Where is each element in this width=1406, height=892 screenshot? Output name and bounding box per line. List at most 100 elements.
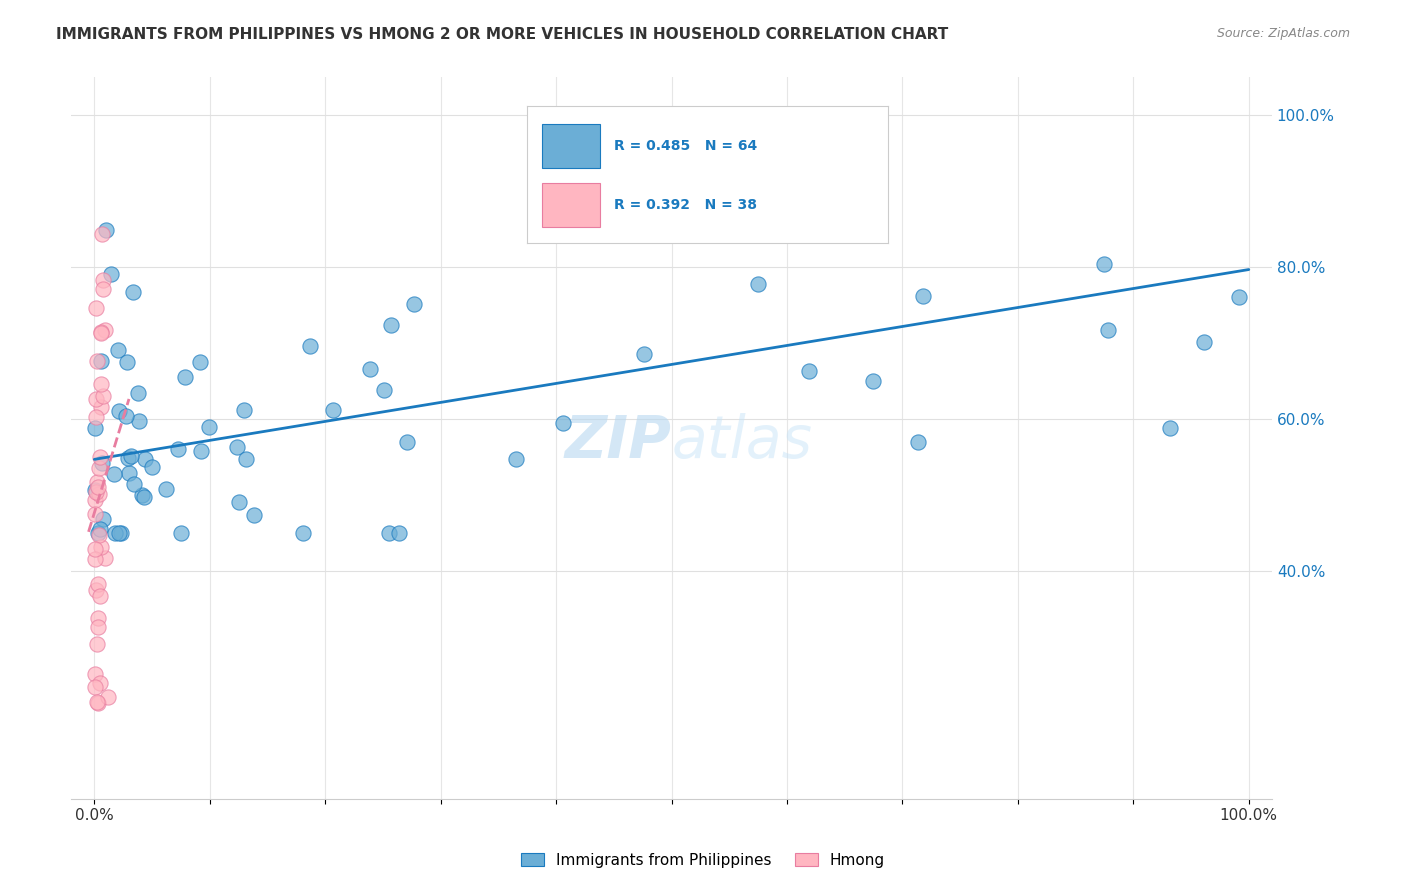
Point [89,522,111,536]
Point [91,273,114,287]
Point [97,690,120,705]
Point [87,577,110,591]
Point [359,362,381,376]
Point [373,383,395,397]
Point [84,301,107,315]
Point [84,583,107,598]
Point [86,475,108,489]
Point [1159,420,1181,434]
Point [1227,290,1250,304]
Point [87,611,110,625]
Point [799,364,821,378]
Point [233,403,256,417]
Point [86,480,108,494]
Point [291,526,314,541]
Point [86,695,108,709]
Point [1092,257,1115,271]
Point [83,507,105,521]
Point [86,637,108,651]
Point [90,377,112,392]
Point [93,323,115,337]
Point [141,460,163,475]
Point [377,526,399,541]
Point [91,512,114,526]
Point [84,421,107,435]
Point [90,353,112,368]
Point [380,318,402,332]
Point [83,541,105,556]
Point [188,355,211,369]
Point [174,370,197,384]
Text: atlas: atlas [672,413,813,470]
Point [107,343,129,358]
Point [87,528,110,542]
Point [226,440,249,454]
Point [118,466,141,480]
Point [86,354,108,368]
Text: IMMIGRANTS FROM PHILIPPINES VS HMONG 2 OR MORE VEHICLES IN HOUSEHOLD CORRELATION: IMMIGRANTS FROM PHILIPPINES VS HMONG 2 O… [56,27,949,42]
Point [862,374,884,388]
Point [912,289,935,303]
Point [115,354,138,368]
Point [84,410,107,425]
Point [127,386,149,401]
Point [84,551,107,566]
Point [747,277,769,291]
Point [89,589,111,603]
Point [89,450,111,465]
Point [117,450,139,465]
Point [84,483,107,497]
Point [167,442,190,456]
Point [505,452,527,467]
Point [108,526,131,541]
Point [110,526,132,541]
Point [907,435,929,450]
Point [100,267,122,281]
Point [551,416,574,430]
Point [388,526,411,541]
Point [740,123,762,137]
Point [84,392,107,406]
Point [322,402,344,417]
Legend: Immigrants from Philippines, Hmong: Immigrants from Philippines, Hmong [513,845,893,875]
Point [91,227,114,241]
Point [86,619,108,633]
Point [86,696,108,710]
Point [128,414,150,428]
Point [170,526,193,541]
Point [86,526,108,541]
Point [91,456,114,470]
Text: Source: ZipAtlas.com: Source: ZipAtlas.com [1216,27,1350,40]
Point [83,667,105,681]
Point [404,296,426,310]
Point [83,493,105,508]
Point [131,488,153,502]
Point [90,325,112,339]
Point [235,452,257,467]
Point [124,476,146,491]
Point [103,526,125,541]
Point [396,435,419,450]
Point [134,451,156,466]
Point [242,508,264,522]
Point [96,223,118,237]
Point [132,490,155,504]
Point [89,487,111,501]
Point [108,404,131,418]
Point [84,681,107,695]
Point [198,420,221,434]
Point [90,400,112,414]
Point [90,540,112,554]
Point [94,551,117,566]
Point [633,347,655,361]
Point [89,676,111,690]
Text: ZIP: ZIP [565,413,672,470]
Point [122,285,145,299]
Point [115,409,138,423]
Point [155,483,177,497]
Point [89,461,111,475]
Point [84,484,107,499]
Point [91,389,114,403]
Point [1097,323,1119,337]
Point [90,326,112,340]
